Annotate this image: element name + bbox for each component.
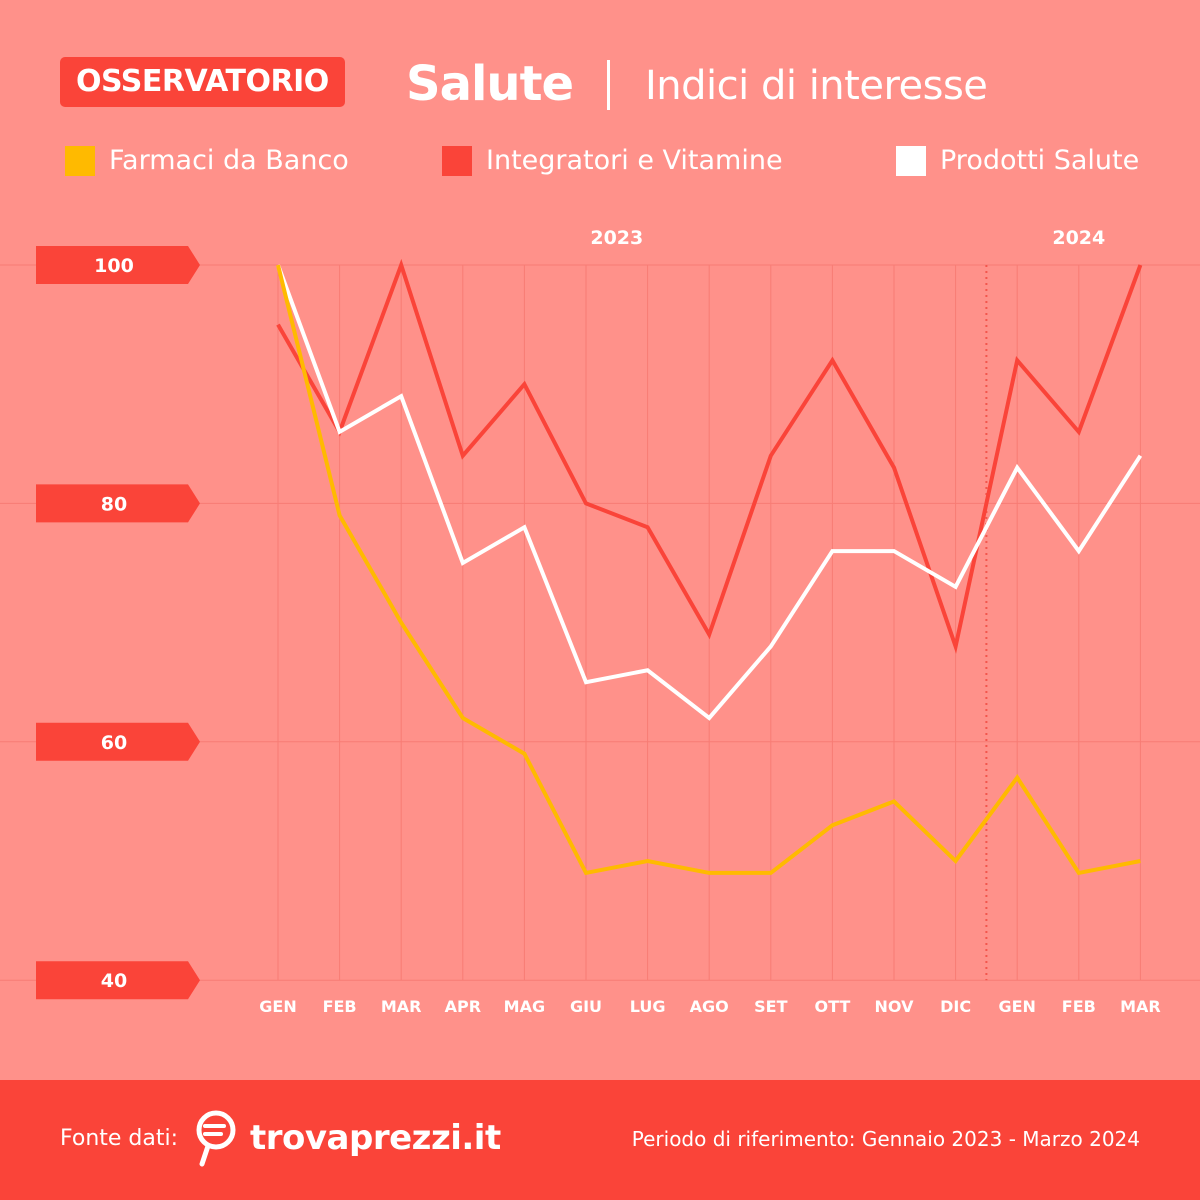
y-tick-tag-100 (36, 246, 200, 284)
series-line-0 (276, 264, 1141, 876)
legend-label-prodotti: Prodotti Salute (940, 145, 1140, 176)
x-tick-label-4: MAG (504, 997, 545, 1016)
x-tick-label-12: GEN (998, 997, 1035, 1016)
x-tick-label-1: FEB (323, 997, 357, 1016)
page-title: Salute (406, 56, 574, 112)
year-label-2023: 2023 (590, 227, 643, 249)
y-tick-tag-60 (36, 722, 200, 761)
footer: Fonte dati: trovaprezzi.it Periodo di ri… (0, 1080, 1200, 1200)
x-tick-label-5: GIU (570, 997, 602, 1016)
series-line-1 (276, 258, 1143, 654)
page-subtitle: Indici di interesse (645, 63, 988, 109)
y-tick-tag-40 (36, 961, 200, 1000)
legend-label-farmaci: Farmaci da Banco (109, 145, 349, 176)
osservatorio-badge: OSSERVATORIO (60, 57, 345, 107)
x-tick-label-6: LUG (630, 997, 666, 1016)
x-tick-label-11: DIC (940, 997, 971, 1016)
source-label: Fonte dati: (60, 1126, 179, 1151)
trovaprezzi-logo-icon (196, 1110, 236, 1167)
x-tick-label-13: FEB (1062, 997, 1096, 1016)
legend-swatch-integratori (442, 146, 472, 176)
x-tick-label-14: MAR (1120, 997, 1161, 1016)
reference-period: Periodo di riferimento: Gennaio 2023 - M… (631, 1127, 1140, 1151)
series-line-2 (276, 264, 1143, 721)
x-tick-label-8: SET (754, 997, 787, 1016)
title-separator (607, 60, 610, 110)
legend-swatch-farmaci (65, 146, 95, 176)
x-tick-label-9: OTT (815, 997, 851, 1016)
line-chart: 2023 2024 100 80 60 40 GEN FEB MAR APR MAG GIU LUG AG… (0, 227, 1200, 1016)
header: OSSERVATORIO Salute Indici di interesse (0, 0, 1200, 120)
y-tick-label-80: 80 (101, 493, 127, 515)
brand-name: trovaprezzi.it (250, 1118, 501, 1158)
year-label-2024: 2024 (1052, 227, 1105, 249)
legend-swatch-prodotti (896, 146, 926, 176)
x-tick-label-2: MAR (381, 997, 422, 1016)
x-tick-label-0: GEN (259, 997, 296, 1016)
x-tick-label-10: NOV (875, 997, 915, 1016)
x-tick-label-7: AGO (690, 997, 729, 1016)
y-tick-label-100: 100 (94, 255, 134, 277)
x-tick-label-3: APR (445, 997, 481, 1016)
y-tick-label-40: 40 (101, 970, 127, 992)
y-tick-tag-80 (36, 484, 200, 523)
legend-label-integratori: Integratori e Vitamine (486, 145, 783, 176)
y-tick-label-60: 60 (101, 732, 127, 754)
